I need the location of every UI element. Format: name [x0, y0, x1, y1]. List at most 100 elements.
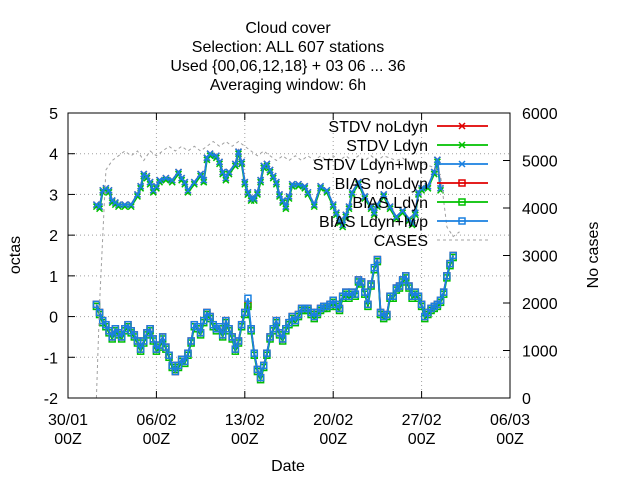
- plot-series: [92, 140, 460, 399]
- x-tick-label-date: 30/01: [48, 412, 88, 429]
- data-point: [184, 188, 192, 196]
- data-point: [190, 178, 198, 186]
- data-point: [196, 329, 205, 337]
- data-point: [92, 201, 100, 209]
- data-point: [263, 349, 271, 357]
- data-point: [386, 203, 394, 211]
- data-point: [241, 308, 249, 317]
- y2-tick-label: 1000: [522, 344, 558, 361]
- data-point: [238, 158, 246, 166]
- data-point: [222, 176, 230, 184]
- data-point: [370, 263, 378, 272]
- data-point: [436, 296, 445, 305]
- data-point: [152, 182, 160, 190]
- legend-label: BIAS Ldyn: [352, 195, 428, 212]
- y2-tick-label: 2000: [522, 296, 558, 313]
- series-line: [95, 257, 455, 383]
- x-tick-label-time: 00Z: [231, 431, 259, 448]
- y2-axis-label: No cases: [585, 222, 602, 289]
- y-tick-label: 0: [49, 310, 58, 327]
- data-point: [225, 325, 233, 333]
- legend-label: STDV Ldyn: [346, 138, 428, 155]
- legend-label: STDV Ldyn+lwp: [313, 157, 428, 174]
- data-point: [443, 272, 451, 280]
- x-tick-label-date: 20/02: [313, 412, 353, 429]
- data-point: [446, 259, 454, 268]
- data-point: [411, 209, 419, 217]
- data-point: [417, 300, 426, 309]
- data-point: [408, 219, 416, 227]
- data-point: [361, 192, 369, 200]
- data-point: [364, 300, 372, 309]
- data-point: [408, 221, 416, 229]
- data-point: [282, 203, 290, 211]
- data-point: [219, 168, 227, 176]
- data-point: [253, 188, 261, 196]
- x-tick-label-time: 00Z: [143, 431, 171, 448]
- data-point: [181, 357, 189, 366]
- data-point: [228, 333, 236, 341]
- data-point: [174, 168, 183, 176]
- series-stdv-ldyn-lwp: [92, 148, 445, 229]
- data-point: [285, 192, 293, 200]
- y-tick-label: 3: [49, 187, 58, 204]
- legend-entry: BIAS Ldyn+lwp: [319, 214, 488, 231]
- x-tick-label-date: 27/02: [402, 412, 442, 429]
- data-point: [108, 333, 116, 341]
- data-point: [162, 343, 170, 351]
- data-point: [294, 180, 303, 188]
- data-point: [137, 182, 145, 190]
- data-point: [335, 304, 344, 313]
- title-line-3: Used {00,06,12,18} + 03 06 ... 36: [170, 58, 405, 75]
- data-point: [399, 207, 407, 215]
- data-point: [218, 331, 227, 339]
- y2-tick-label: 3000: [522, 249, 558, 266]
- legend-marker: [458, 179, 466, 187]
- y2-tick-label: 5000: [522, 154, 558, 171]
- x-tick-label-time: 00Z: [496, 431, 524, 448]
- title-line-4: Averaging window: 6h: [210, 77, 366, 94]
- data-point: [206, 150, 214, 158]
- x-tick-label-time: 00Z: [408, 431, 436, 448]
- data-point: [114, 201, 123, 209]
- data-point: [165, 351, 173, 359]
- data-point: [206, 312, 214, 321]
- data-point: [380, 190, 388, 198]
- y-tick-label: 4: [49, 147, 58, 164]
- series-line: [95, 140, 460, 399]
- legend-marker: [458, 141, 466, 149]
- plot-frame: [67, 112, 511, 399]
- data-point: [351, 290, 360, 298]
- data-point: [181, 178, 189, 186]
- data-point: [212, 152, 220, 160]
- data-point: [269, 172, 277, 180]
- data-point: [282, 205, 290, 213]
- data-point: [108, 197, 116, 205]
- data-point: [184, 186, 192, 194]
- chart-title: Cloud cover Selection: ALL 607 stations …: [170, 20, 405, 94]
- data-point: [241, 178, 249, 186]
- data-point: [424, 182, 432, 190]
- data-point: [136, 345, 145, 353]
- legend-label: BIAS Ldyn+lwp: [319, 214, 428, 231]
- data-point: [449, 251, 457, 260]
- data-point: [127, 201, 135, 209]
- data-point: [244, 188, 252, 196]
- data-point: [402, 272, 410, 280]
- data-point: [187, 337, 195, 345]
- series-bias-noldyn: [92, 251, 457, 382]
- legend-marker: [458, 198, 466, 206]
- data-point: [231, 160, 239, 168]
- x-tick-label-time: 00Z: [54, 431, 82, 448]
- axes: -2 -1 0 1 2 3 4 5 0 1000 2000 3000 4000 5000 6000 30/01…: [44, 106, 558, 448]
- legend-entry: CASES: [374, 233, 488, 250]
- data-point: [354, 178, 362, 186]
- data-point: [146, 325, 154, 333]
- data-point: [317, 182, 325, 190]
- data-point: [168, 176, 176, 184]
- data-point: [162, 174, 170, 182]
- data-point: [332, 209, 340, 217]
- data-point: [156, 176, 164, 184]
- data-point: [339, 221, 347, 229]
